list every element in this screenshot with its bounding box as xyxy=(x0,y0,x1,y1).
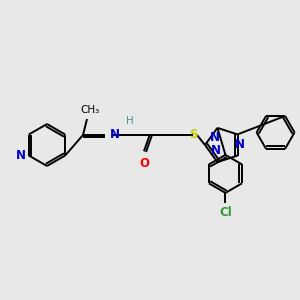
Text: N: N xyxy=(235,138,244,151)
Text: Cl: Cl xyxy=(219,206,232,219)
Text: S: S xyxy=(189,128,197,140)
Text: H: H xyxy=(126,116,134,126)
Text: N: N xyxy=(110,128,120,140)
Text: CH₃: CH₃ xyxy=(80,105,100,115)
Text: N: N xyxy=(210,144,220,157)
Text: N: N xyxy=(209,131,219,144)
Text: N: N xyxy=(16,149,26,162)
Text: O: O xyxy=(139,157,149,170)
